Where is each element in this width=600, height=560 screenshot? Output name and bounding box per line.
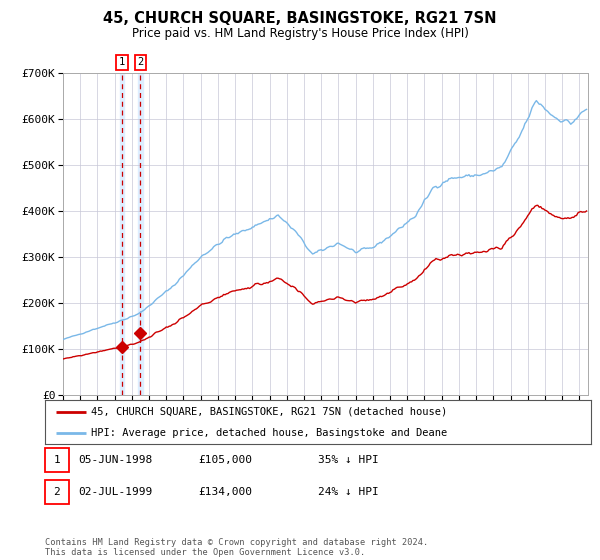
Text: HPI: Average price, detached house, Basingstoke and Deane: HPI: Average price, detached house, Basi…: [91, 428, 448, 437]
Text: 05-JUN-1998: 05-JUN-1998: [78, 455, 152, 465]
Text: 1: 1: [53, 455, 61, 465]
Text: 24% ↓ HPI: 24% ↓ HPI: [318, 487, 379, 497]
Text: Contains HM Land Registry data © Crown copyright and database right 2024.
This d: Contains HM Land Registry data © Crown c…: [45, 538, 428, 557]
Text: £105,000: £105,000: [198, 455, 252, 465]
Bar: [120, 73, 124, 395]
Text: 45, CHURCH SQUARE, BASINGSTOKE, RG21 7SN (detached house): 45, CHURCH SQUARE, BASINGSTOKE, RG21 7SN…: [91, 407, 448, 417]
Text: Price paid vs. HM Land Registry's House Price Index (HPI): Price paid vs. HM Land Registry's House …: [131, 27, 469, 40]
Text: 2: 2: [53, 487, 61, 497]
Text: 02-JUL-1999: 02-JUL-1999: [78, 487, 152, 497]
Bar: [139, 73, 143, 395]
Text: 45, CHURCH SQUARE, BASINGSTOKE, RG21 7SN: 45, CHURCH SQUARE, BASINGSTOKE, RG21 7SN: [103, 11, 497, 26]
Text: 1: 1: [119, 57, 125, 67]
Text: 2: 2: [137, 57, 143, 67]
Text: £134,000: £134,000: [198, 487, 252, 497]
Text: 35% ↓ HPI: 35% ↓ HPI: [318, 455, 379, 465]
